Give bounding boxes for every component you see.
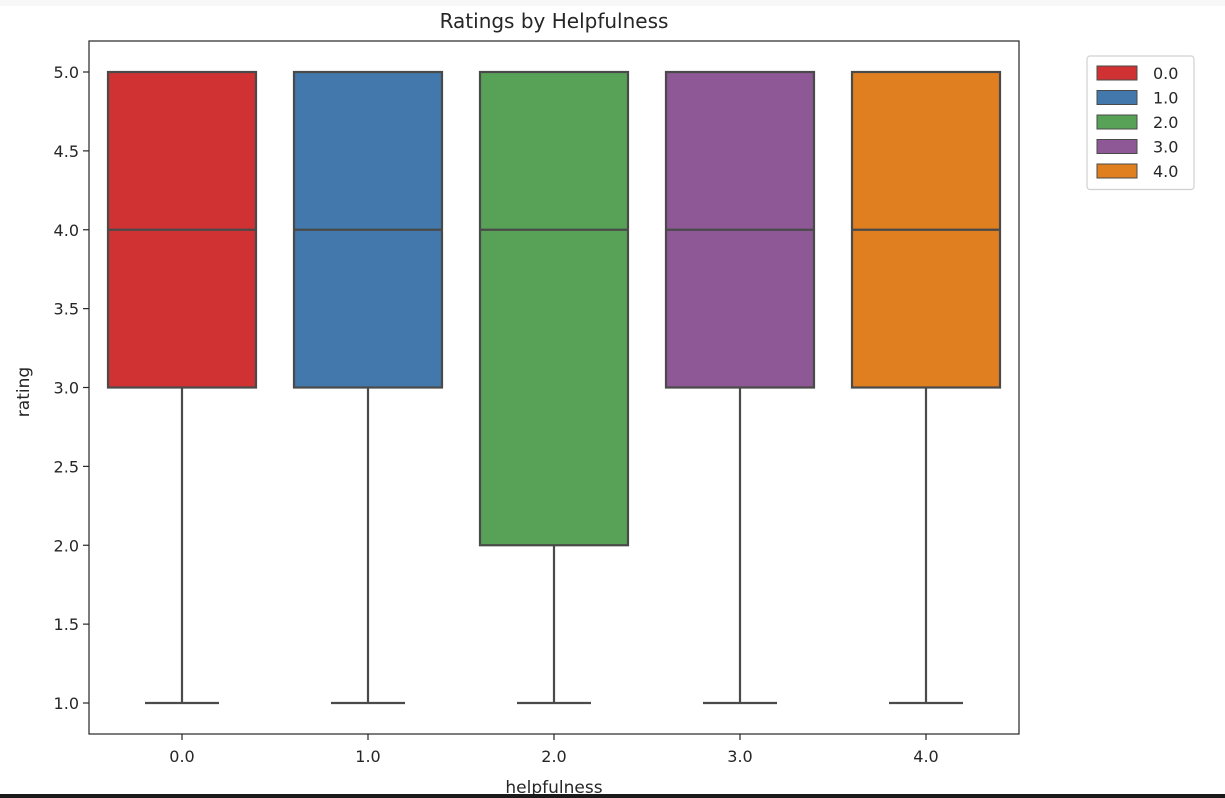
legend-label: 2.0: [1153, 113, 1178, 132]
y-tick-label: 3.5: [54, 300, 79, 319]
legend-entry: 1.0: [1096, 89, 1178, 108]
legend-swatch: [1096, 163, 1138, 179]
legend-frame: [1086, 55, 1195, 191]
legend-swatch: [1096, 114, 1138, 130]
legend-entry: 4.0: [1096, 162, 1178, 181]
box-group: 4.0: [850, 70, 1002, 766]
legend-label: 0.0: [1153, 64, 1178, 83]
y-tick-label: 1.0: [54, 694, 79, 713]
legend-swatch: [1096, 90, 1138, 105]
x-tick-label: 3.0: [727, 747, 752, 766]
legend-label: 1.0: [1153, 89, 1178, 108]
box-group: 2.0: [478, 70, 630, 766]
legend-entry: 0.0: [1096, 64, 1178, 83]
y-tick-label: 4.5: [54, 142, 79, 161]
legend-label: 4.0: [1153, 162, 1178, 181]
box-group: 1.0: [292, 70, 444, 766]
y-tick-label: 5.0: [54, 63, 79, 82]
y-axis-label: rating: [14, 367, 34, 417]
iqr-box: [478, 70, 630, 547]
box-group: 0.0: [106, 70, 258, 766]
bottom-rule: [0, 794, 1225, 798]
y-tick-label: 2.5: [54, 457, 79, 476]
y-tick-label: 4.0: [54, 221, 79, 240]
y-tick-label: 3.0: [54, 379, 79, 398]
x-tick-label: 4.0: [913, 747, 938, 766]
legend-entry: 2.0: [1096, 113, 1178, 132]
x-tick-label: 0.0: [169, 747, 194, 766]
legend-swatch: [1096, 65, 1138, 81]
legend: 0.0 1.0 2.0 3.0 4.0: [1086, 55, 1195, 191]
x-axis-label: helpfulness: [505, 778, 602, 798]
legend-label: 3.0: [1153, 138, 1178, 157]
x-tick-label: 2.0: [541, 747, 566, 766]
top-strip: [0, 0, 1225, 6]
chart-title: Ratings by Helpfulness: [440, 9, 669, 33]
legend-entry: 3.0: [1096, 138, 1178, 157]
x-tick-label: 1.0: [355, 747, 380, 766]
plot-area: 1.0 1.5 2.0 2.5 3.0 3.5 4.0 4.5 5.0 0.0 1.0 2.0 3.0 4…: [54, 40, 1020, 766]
legend-swatch: [1096, 139, 1138, 154]
box-group: 3.0: [664, 70, 816, 766]
y-tick-label: 1.5: [54, 615, 79, 634]
y-tick-label: 2.0: [54, 536, 79, 555]
